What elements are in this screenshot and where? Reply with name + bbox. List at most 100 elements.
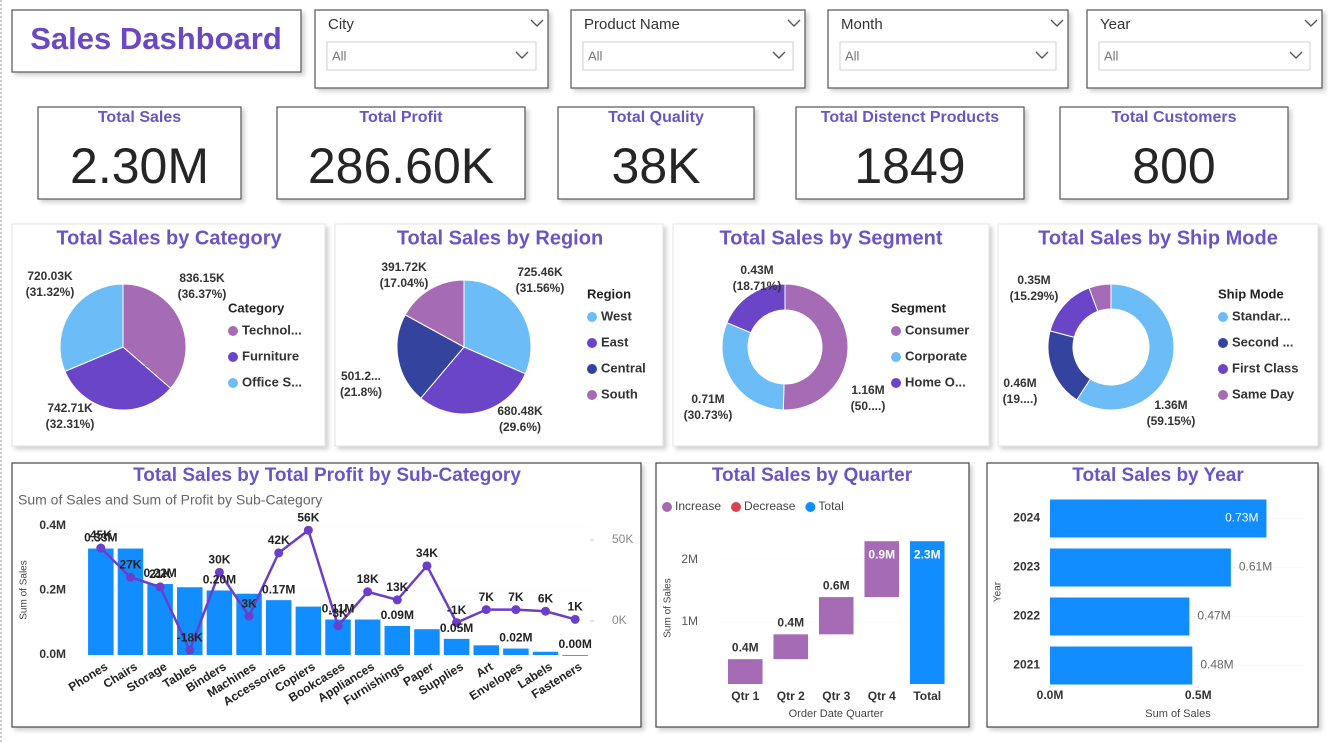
bar — [206, 590, 233, 655]
data-label: 7K — [508, 590, 524, 604]
y-tick-label: 0.0M — [39, 647, 66, 661]
kpi-card — [1059, 106, 1289, 200]
filter-label: Month — [841, 16, 883, 33]
data-label: 836.15K — [179, 271, 225, 285]
data-label: 2.3M — [914, 547, 941, 561]
bar — [443, 638, 470, 655]
data-label: -3K — [328, 606, 348, 620]
chart-subtitle: Sum of Sales and Sum of Profit by Sub-Ca… — [18, 492, 322, 508]
kpi-label: Total Customers — [1111, 109, 1236, 126]
x-tick-label: 0.5M — [1185, 688, 1212, 702]
line-point — [333, 621, 343, 631]
kpi-label: Total Profit — [359, 109, 443, 126]
legend-marker — [1218, 312, 1228, 322]
kpi-label: Total Quality — [608, 109, 704, 126]
filter-label: Product Name — [584, 16, 680, 33]
data-label: 0.46M — [1003, 376, 1036, 390]
legend-title: Ship Mode — [1218, 286, 1284, 301]
bar — [88, 548, 114, 655]
filter-dropdown[interactable] — [839, 41, 1057, 71]
data-label: 0.47M — [1197, 609, 1230, 623]
legend-label: Corporate — [905, 348, 967, 363]
waterfall-bar — [818, 597, 854, 635]
filter-dropdown[interactable] — [326, 41, 537, 71]
percent-label: (15.29%) — [1010, 289, 1059, 303]
data-label: -1K — [447, 603, 467, 617]
y-tick-label: 2022 — [1013, 609, 1040, 623]
data-label: 0.43M — [740, 263, 773, 277]
data-label: 0.35M — [1017, 273, 1050, 287]
bar — [354, 619, 381, 655]
data-label: 0.61M — [1239, 560, 1272, 574]
data-label: 0.9M — [868, 547, 895, 561]
data-label: 680.48K — [497, 404, 543, 418]
data-label: 56K — [297, 510, 319, 524]
pie-slice — [420, 346, 527, 415]
legend-label: First Class — [1232, 360, 1298, 375]
line-point — [481, 605, 491, 615]
legend-label: Second ... — [1232, 334, 1293, 349]
chevron — [787, 19, 801, 27]
chart-title: Total Sales by Segment — [719, 227, 942, 249]
data-label: 13K — [386, 580, 408, 594]
title-box — [11, 9, 302, 73]
waterfall-bar — [864, 541, 900, 598]
data-label: 391.72K — [381, 260, 427, 274]
bar — [177, 587, 203, 655]
filter-label: Year — [1100, 16, 1130, 33]
bar — [147, 584, 173, 655]
percent-label: (17.04%) — [380, 276, 429, 290]
legend-marker — [731, 502, 742, 512]
legend-marker — [587, 390, 597, 400]
data-label: 1.36M — [1154, 398, 1187, 412]
chevron — [772, 51, 786, 59]
percent-label: (32.31%) — [46, 417, 95, 431]
y2-tick-label: 50K — [612, 532, 633, 546]
data-label: 27K — [119, 557, 141, 571]
line-point — [96, 543, 106, 553]
chevron — [1035, 51, 1049, 59]
line-point — [570, 614, 580, 624]
chevron — [1050, 19, 1064, 27]
data-label: 0.4M — [777, 616, 804, 630]
chart-title: Total Sales by Region — [397, 227, 603, 249]
filter-dropdown[interactable] — [1098, 41, 1311, 71]
waterfall-bar — [727, 659, 763, 684]
data-label: 0.20M — [203, 573, 236, 587]
data-label: 42K — [268, 533, 290, 547]
legend-label: Standar... — [1232, 308, 1291, 323]
filter-value: All — [845, 48, 860, 63]
y-tick-label: 2023 — [1013, 560, 1040, 574]
legend-label: Central — [601, 360, 646, 375]
filter-label: City — [328, 16, 354, 33]
chart-title: Total Sales by Category — [56, 227, 282, 249]
pie-slice — [463, 279, 532, 375]
kpi-card — [557, 106, 755, 200]
y2-tick-label: 0K — [612, 613, 627, 627]
percent-label: (59.15%) — [1147, 414, 1196, 428]
pie-slice — [64, 346, 172, 411]
filter-value: All — [1104, 48, 1119, 63]
data-label: 45K — [90, 528, 112, 542]
kpi-label: Total Sales — [98, 109, 181, 126]
data-label: 720.03K — [27, 269, 73, 283]
line-point — [185, 645, 195, 655]
legend-title: Region — [587, 286, 631, 301]
line-point — [155, 582, 165, 592]
legend-label: Increase — [675, 499, 721, 513]
data-label: 0.11M — [322, 602, 355, 616]
line-point — [422, 561, 432, 571]
legend-title: Category — [228, 300, 285, 315]
filter-value: All — [588, 48, 603, 63]
percent-label: (29.6%) — [499, 420, 541, 434]
data-label: 7K — [479, 590, 495, 604]
line-point — [274, 548, 284, 558]
line-point — [244, 611, 254, 621]
legend-marker — [228, 352, 238, 362]
data-label: 21K — [149, 567, 171, 581]
data-label: 30K — [208, 553, 230, 567]
x-tick-label: Qtr 2 — [777, 689, 805, 703]
chevron — [1289, 51, 1303, 59]
filter-dropdown[interactable] — [582, 41, 794, 71]
percent-label: (19....) — [1003, 392, 1038, 406]
